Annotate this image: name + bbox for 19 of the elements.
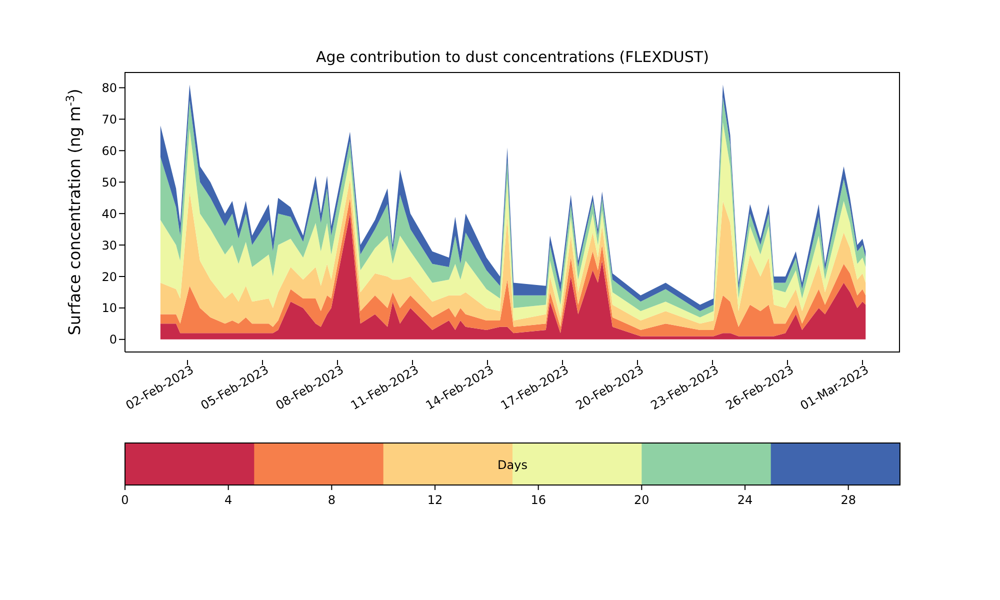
color-bar-label: 16 [530, 493, 546, 507]
y-tick-label: 60 [102, 144, 117, 158]
y-tick-label: 0 [109, 332, 117, 347]
y-tick-label: 70 [102, 112, 117, 126]
color-bar-label: 8 [328, 493, 336, 507]
y-tick-label: 40 [102, 206, 117, 221]
color-bar-label: 4 [224, 493, 232, 507]
color-bar-title: Days [498, 458, 528, 472]
color-bar-label: 28 [840, 493, 856, 507]
y-tick-label: 80 [102, 80, 117, 95]
y-tick-label: 20 [102, 270, 117, 284]
color-bar-label: 12 [427, 493, 443, 507]
color-bar-label: 0 [121, 493, 129, 507]
chart-title: Age contribution to dust concentrations (FLEXDUST) [315, 48, 710, 66]
y-tick-label: 30 [102, 238, 117, 252]
y-tick-label: 10 [102, 301, 117, 316]
color-bar-label: 24 [737, 493, 753, 507]
y-tick-label: 50 [102, 175, 117, 190]
color-bar-label: 20 [634, 493, 650, 507]
